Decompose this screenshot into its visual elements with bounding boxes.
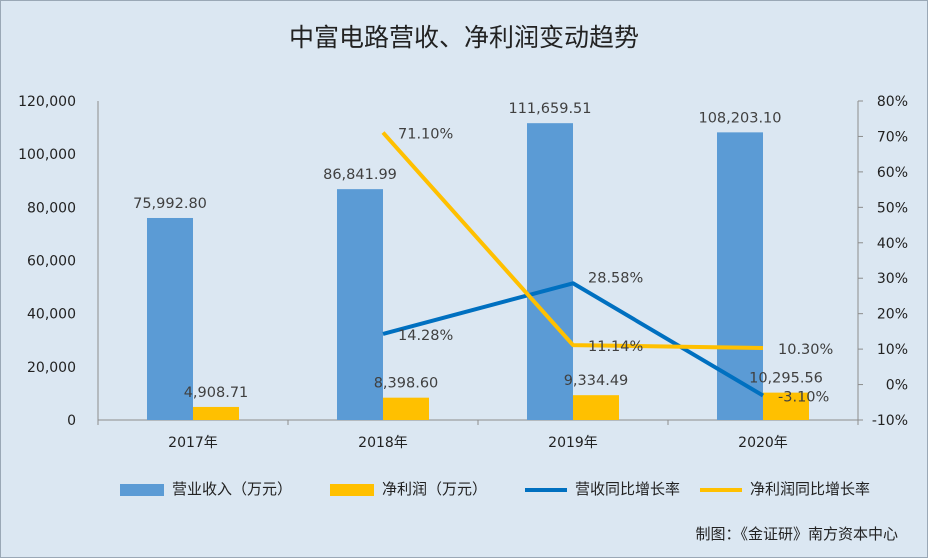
legend-item-revenue-growth: 营收同比增长率 (525, 478, 680, 500)
data-label-profit-growth: 11.14% (588, 339, 643, 355)
legend-swatch-profit-growth (700, 487, 742, 492)
legend-label-profit-growth: 净利润同比增长率 (750, 480, 871, 498)
y-right-tick-label: 60% (877, 165, 908, 181)
y-right-tick-label: 70% (877, 129, 908, 145)
data-label-net-profit: 8,398.60 (374, 376, 439, 392)
legend-item-profit-growth: 净利润同比增长率 (700, 478, 870, 500)
data-label-revenue: 75,992.80 (133, 196, 207, 212)
y-left-tick-label: 80,000 (27, 200, 76, 216)
legend-item-net-profit: 净利润（万元） (330, 478, 487, 500)
y-left-tick-label: 40,000 (27, 307, 76, 323)
y-right-tick-label: 0% (886, 378, 908, 394)
data-label-net-profit: 10,295.56 (749, 371, 823, 387)
bar-net-profit (763, 392, 809, 420)
legend-swatch-revenue-growth (525, 487, 567, 492)
legend-label-revenue: 营业收入（万元） (172, 480, 293, 498)
legend-item-revenue: 营业收入（万元） (120, 478, 292, 500)
y-left-tick-label: 20,000 (27, 360, 76, 376)
x-tick-label: 2018年 (358, 435, 408, 451)
chart-title: 中富电路营收、净利润变动趋势 (288, 23, 639, 52)
bar-net-profit (383, 397, 429, 420)
y-right-tick-label: 30% (877, 271, 908, 287)
legend-swatch-net-profit (330, 483, 374, 496)
y-left-tick-label: 100,000 (18, 147, 76, 163)
bar-revenue (527, 123, 573, 420)
y-right-tick-label: -10% (872, 413, 908, 429)
data-label-revenue-growth: 28.58% (588, 270, 643, 286)
legend: 营业收入（万元） 净利润（万元） 营收同比增长率 净利润同比增长率 (120, 478, 920, 500)
bar-net-profit (573, 395, 619, 420)
bar-revenue (147, 217, 193, 420)
credit-note: 制图：《金证研》南方资本中心 (695, 525, 898, 543)
data-label-revenue-growth: -3.10% (778, 390, 829, 406)
data-label-revenue: 86,841.99 (323, 167, 397, 183)
x-tick-label: 2020年 (738, 435, 788, 451)
line-profit-growth (381, 131, 764, 351)
data-label-profit-growth: 71.10% (398, 127, 453, 143)
data-label-revenue: 111,659.51 (508, 101, 591, 117)
legend-swatch-revenue (120, 483, 164, 496)
bar-revenue (337, 189, 383, 420)
y-left-tick-label: 60,000 (27, 254, 76, 270)
data-label-profit-growth: 10.30% (778, 342, 833, 358)
legend-label-net-profit: 净利润（万元） (382, 480, 488, 498)
y-right-tick-label: 40% (877, 236, 908, 252)
y-right-tick-label: 50% (877, 200, 908, 216)
data-label-net-profit: 4,908.71 (184, 385, 249, 401)
y-left-tick-label: 0 (67, 413, 76, 429)
data-label-revenue-growth: 14.28% (398, 328, 453, 344)
y-left-tick-label: 120,000 (18, 94, 76, 110)
bar-net-profit (193, 406, 239, 420)
y-right-tick-label: 20% (877, 307, 908, 323)
y-right-tick-label: 10% (877, 342, 908, 358)
line-revenue-growth (382, 281, 765, 398)
data-label-net-profit: 9,334.49 (564, 373, 629, 389)
x-tick-label: 2017年 (168, 435, 218, 451)
data-label-revenue: 108,203.10 (698, 110, 781, 126)
x-tick-label: 2019年 (548, 435, 598, 451)
legend-label-revenue-growth: 营收同比增长率 (575, 480, 681, 498)
y-right-tick-label: 80% (877, 94, 908, 110)
